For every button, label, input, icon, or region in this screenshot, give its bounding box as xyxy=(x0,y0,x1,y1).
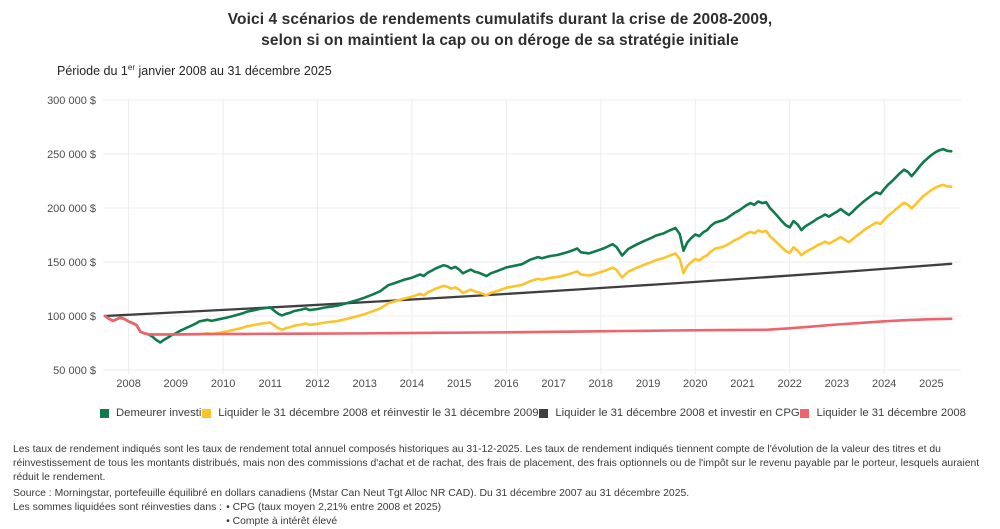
reinvest-option-interest: • Compte à intérêt élevé xyxy=(226,516,338,528)
svg-text:2020: 2020 xyxy=(683,378,707,390)
legend-label: Liquider le 31 décembre 2008 xyxy=(816,407,966,419)
legend-item-liquider-cpg: Liquider le 31 décembre 2008 et investir… xyxy=(539,407,800,419)
reinvest-option-cpg: • CPG (taux moyen 2,21% entre 2008 et 20… xyxy=(226,502,442,514)
reinvest-note: Les sommes liquidées sont réinvesties da… xyxy=(13,501,989,529)
svg-text:2023: 2023 xyxy=(825,378,849,390)
svg-text:2011: 2011 xyxy=(258,378,282,390)
svg-text:2019: 2019 xyxy=(636,378,660,390)
legend-item-liquider: Liquider le 31 décembre 2008 xyxy=(800,407,966,419)
svg-text:300 000 $: 300 000 $ xyxy=(47,95,96,107)
legend-label: Liquider le 31 décembre 2008 et investir… xyxy=(555,407,800,419)
svg-text:2017: 2017 xyxy=(541,378,565,390)
chart-title-line1: Voici 4 scénarios de rendements cumulati… xyxy=(227,11,773,28)
svg-text:2014: 2014 xyxy=(400,378,424,390)
legend-swatch xyxy=(202,408,212,418)
chart-canvas: 50 000 $ 100 000 $ 150 000 $ 200 000 $ 250 0… xyxy=(47,95,961,390)
disclaimer-text: Les taux de rendement indiqués sont les … xyxy=(13,444,980,483)
chart-title: Voici 4 scénarios de rendements cumulati… xyxy=(0,9,1000,52)
legend-item-liquider-reinvestir: Liquider le 31 décembre 2008 et réinvest… xyxy=(202,407,539,419)
chart-subtitle: Période du 1er janvier 2008 au 31 décemb… xyxy=(57,62,332,78)
svg-text:150 000 $: 150 000 $ xyxy=(47,257,96,269)
chart-title-line2: selon si on maintient la cap ou on dérog… xyxy=(261,32,739,50)
svg-text:2009: 2009 xyxy=(164,378,188,390)
svg-text:2010: 2010 xyxy=(211,378,235,390)
svg-text:200 000 $: 200 000 $ xyxy=(47,203,96,215)
svg-text:2024: 2024 xyxy=(872,378,896,390)
legend-swatch xyxy=(100,408,109,418)
svg-text:100 000 $: 100 000 $ xyxy=(47,311,96,323)
source-text: Source : Morningstar, portefeuille équil… xyxy=(13,488,690,500)
svg-text:2008: 2008 xyxy=(116,378,140,390)
superscript-er: er xyxy=(127,62,136,72)
page: { "title": { "line1": "Voici 4 scénarios… xyxy=(0,9,1000,528)
svg-text:2021: 2021 xyxy=(730,378,754,390)
reinvest-label: Les sommes liquidées sont réinvesties da… xyxy=(13,502,223,514)
svg-text:2018: 2018 xyxy=(589,378,613,390)
legend-item-demeurer-investi: Demeurer investi xyxy=(100,407,201,419)
legend-label: Liquider le 31 décembre 2008 et réinvest… xyxy=(218,407,539,419)
svg-text:2025: 2025 xyxy=(919,378,943,390)
svg-text:2012: 2012 xyxy=(305,378,329,390)
svg-text:2013: 2013 xyxy=(352,378,376,390)
svg-text:2016: 2016 xyxy=(494,378,518,390)
legend-label: Demeurer investi xyxy=(116,407,202,419)
svg-text:250 000 $: 250 000 $ xyxy=(47,149,96,161)
svg-text:2015: 2015 xyxy=(447,378,471,390)
legend-swatch xyxy=(539,408,549,418)
footnotes: Les taux de rendement indiqués sont les … xyxy=(13,443,989,529)
legend-swatch xyxy=(800,408,810,418)
reinvest-options: • CPG (taux moyen 2,21% entre 2008 et 20… xyxy=(226,501,441,529)
svg-text:2022: 2022 xyxy=(777,378,801,390)
svg-text:50 000 $: 50 000 $ xyxy=(53,365,96,377)
chart-legend: Demeurer investi Liquider le 31 décembre… xyxy=(100,407,966,419)
